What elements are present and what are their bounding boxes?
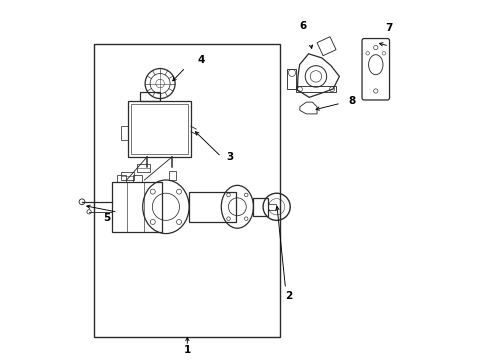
Bar — [253, 198, 267, 216]
Bar — [137, 164, 149, 172]
Bar — [287, 69, 296, 89]
Bar — [128, 102, 190, 157]
Bar — [133, 175, 142, 182]
Bar — [117, 175, 125, 182]
Text: 4: 4 — [198, 55, 205, 65]
Text: 8: 8 — [347, 96, 355, 107]
Text: 5: 5 — [103, 212, 110, 222]
Text: 3: 3 — [226, 152, 233, 162]
Text: 2: 2 — [285, 291, 292, 301]
Bar — [316, 37, 335, 56]
Bar — [112, 182, 162, 232]
Bar — [121, 172, 134, 180]
Bar — [94, 44, 280, 337]
Bar — [267, 204, 275, 210]
Bar — [189, 192, 235, 222]
Bar — [121, 126, 128, 140]
Text: 7: 7 — [385, 23, 392, 33]
Bar — [131, 104, 188, 154]
Text: 6: 6 — [299, 21, 306, 31]
Bar — [296, 86, 335, 93]
Bar — [140, 93, 160, 102]
Text: 1: 1 — [183, 345, 191, 355]
Bar — [168, 171, 175, 180]
